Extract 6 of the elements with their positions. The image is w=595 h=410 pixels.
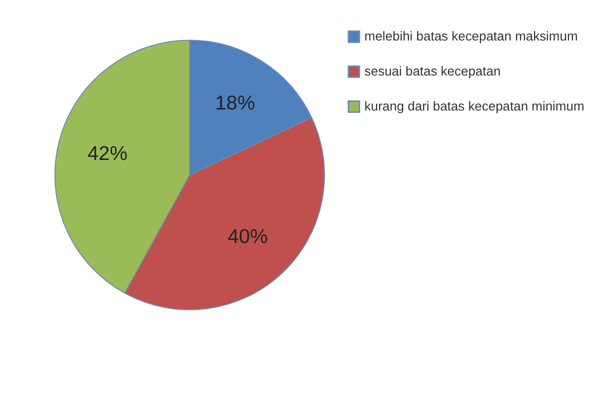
data-label: 18% <box>215 92 256 114</box>
legend-label: sesuai batas kecepatan <box>364 64 501 79</box>
legend-label: kurang dari batas kecepatan minimum <box>364 98 584 114</box>
data-label: 42% <box>88 142 128 165</box>
legend-label: melebihi batas kecepatan maksimum <box>364 28 578 44</box>
data-label: 40% <box>228 226 268 248</box>
